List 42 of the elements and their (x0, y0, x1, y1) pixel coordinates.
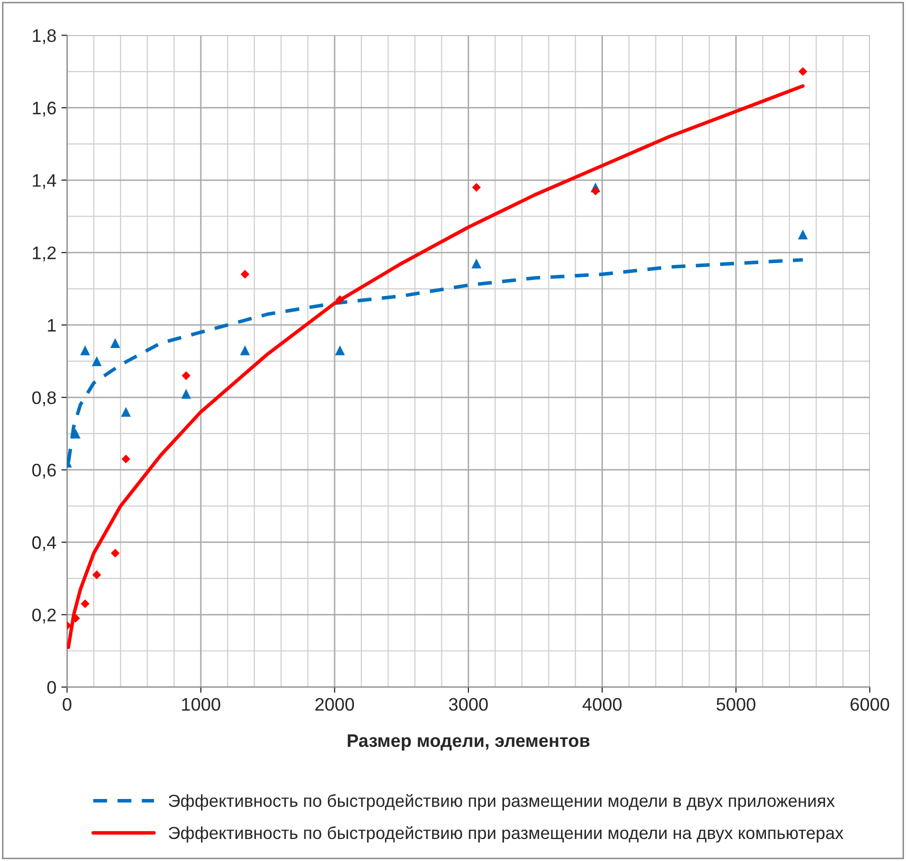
point (798, 67, 808, 76)
point (92, 570, 102, 580)
point (121, 406, 131, 417)
y-tick-label: 1,4 (32, 174, 56, 189)
x-tick-label: 5000 (716, 698, 756, 711)
point (591, 186, 600, 196)
y-tick-label: 0 (47, 681, 56, 694)
x-tick-label: 1000 (182, 698, 220, 711)
point (92, 356, 102, 366)
point (472, 258, 482, 268)
y-tick-label: 1,2 (32, 246, 56, 262)
y-tick-label: 1,8 (32, 29, 56, 44)
point (110, 548, 120, 558)
point (182, 371, 191, 380)
legend-label: Эффективность по быстродействию при размещении модели на двух компьютерах (168, 826, 844, 843)
x-axis-title: Размер модели, элементов (348, 734, 590, 751)
point (335, 345, 345, 356)
y-tick-label: 1,6 (32, 102, 56, 117)
point (240, 345, 250, 356)
y-tick-label: 0,2 (32, 608, 56, 624)
x-tick-label: 2000 (315, 698, 354, 711)
x-tick-label: 0 (62, 698, 72, 711)
y-tick-label: 0,8 (32, 391, 56, 406)
point (80, 345, 90, 356)
point (71, 614, 80, 623)
x-tick-label: 4000 (582, 698, 622, 711)
x-tick-label: 6000 (850, 698, 890, 711)
point (336, 295, 344, 304)
point (122, 454, 130, 464)
point (240, 270, 250, 279)
point (80, 599, 90, 608)
point (798, 230, 808, 240)
line-series (67, 84, 805, 649)
y-tick-label: 0,6 (32, 464, 56, 479)
legend-label: Эффективность по быстродействию при размещении модели в двух приложениях (168, 794, 835, 810)
point (70, 428, 81, 439)
point (181, 388, 192, 399)
y-tick-label: 1 (48, 319, 56, 332)
point (472, 182, 481, 192)
point (110, 338, 120, 348)
x-tick-label: 3000 (449, 698, 488, 711)
y-tick-label: 0,4 (32, 536, 56, 552)
